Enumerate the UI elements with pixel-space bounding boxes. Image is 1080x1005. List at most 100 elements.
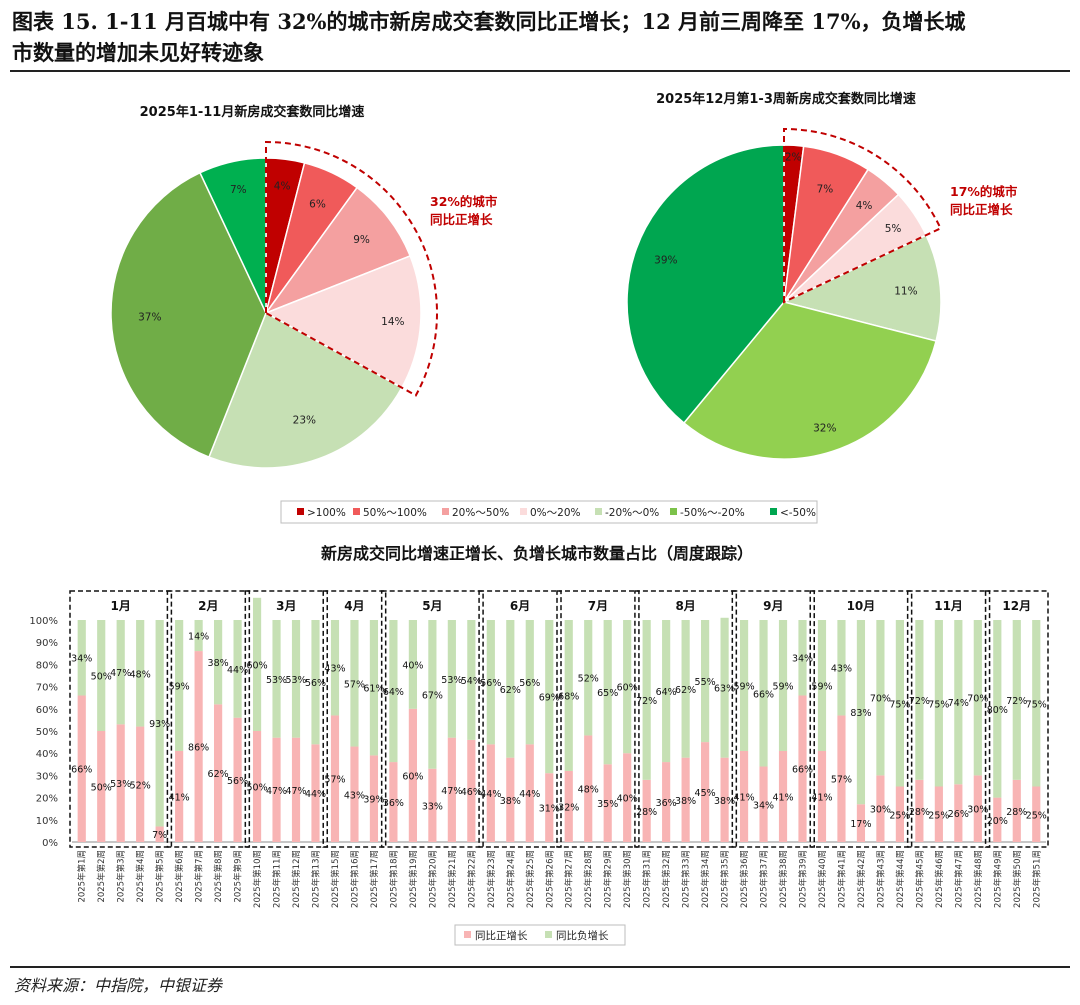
bar-negative [214,620,223,705]
bar-negative-label: 52% [578,674,599,685]
bar-positive [759,766,768,842]
bar-positive [701,742,710,842]
bar-positive [837,715,846,842]
bar-positive-label: 48% [578,785,599,796]
bar-positive [330,715,340,842]
bar-negative [486,620,495,745]
bar-negative [934,620,943,787]
bar-negative [1032,620,1041,787]
annotation-text: 同比正增长 [430,212,493,227]
legend-label: 同比正增长 [475,929,528,942]
bar-negative-label: 83% [850,708,871,719]
positive-growth-outline [783,127,942,304]
bar-negative [662,620,671,763]
month-frame [380,590,484,848]
bar-positive-label: 25% [928,810,949,821]
x-tick-label: 2025年第11周 [272,850,283,908]
annotation-text: 同比正增长 [950,202,1013,217]
x-tick-label: 2025年第42周 [856,850,867,908]
bar-negative [311,620,320,745]
x-tick-label: 2025年第25周 [525,850,536,908]
bar-negative-label: 54% [461,676,482,687]
pie-slice-label: 14% [381,316,404,328]
bar-negative-label: 68% [558,691,579,702]
bar-negative [778,620,788,751]
bar-positive [350,746,359,842]
month-group: 8月 [634,590,738,848]
x-tick-label: 2025年第33周 [681,850,692,908]
x-tick-label: 2025年第19周 [408,850,419,908]
x-tick-label: 2025年第12周 [291,850,302,908]
legend-swatch [545,931,552,938]
x-tick-label: 2025年第7周 [194,850,205,903]
figure-title: 图表 15. 1-11 月百城中有 32%的城市新房成交套数同比正增长；12 月… [12,6,1068,68]
bar-negative-label: 75% [889,699,910,710]
month-frame [166,590,251,848]
bar-negative [759,620,768,767]
annotation-text: 32%的城市 [430,194,498,209]
legend-label: 50%～100% [363,507,427,519]
pie-slice-label: 5% [885,223,902,235]
bar-positive [817,750,827,842]
bar-positive-label: 60% [402,771,423,782]
x-tick-label: 2025年第48周 [973,850,984,908]
bar-positive-label: 32% [558,802,579,813]
bar-negative-label: 65% [597,688,618,699]
month-group: 6月 [478,590,562,848]
bar-negative-label: 14% [188,632,209,643]
month-frame [69,590,173,848]
bar-positive-label: 26% [948,809,969,820]
pie-slice [626,144,785,425]
bar-positive [895,786,904,842]
bar-positive [993,797,1002,842]
figure-title-line-1: 图表 15. 1-11 月百城中有 32%的城市新房成交套数同比正增长；12 月… [12,9,966,34]
bar-positive-label: 56% [227,776,248,787]
legend-label: 20%～50% [452,507,509,519]
month-group: 1月 [69,590,173,848]
month-group: 3月 [244,590,328,848]
bar-negative [701,620,710,743]
x-tick-label: 2025年第38周 [778,850,789,908]
pie-slice-label: 32% [813,422,836,434]
bar-positive [155,826,164,842]
month-group: 9月 [731,590,815,848]
bar-negative [77,620,86,696]
bar-positive-label: 20% [987,816,1008,827]
month-group: 10月 [809,590,913,848]
bar-negative-label: 72% [636,696,657,707]
x-tick-label: 2025年第43周 [875,850,886,908]
positive-growth-outline [265,140,439,397]
bar-negative-label: 43% [324,664,345,675]
y-tick-label: 60% [36,705,58,716]
bar-negative [175,620,184,751]
bar-positive [486,744,495,842]
bar-positive-label: 25% [1026,810,1047,821]
bar-positive [77,695,86,842]
bar-positive [369,755,379,842]
bar-negative [525,620,534,745]
bar-positive [194,651,203,842]
y-tick-label: 40% [36,749,58,760]
bar-positive-label: 44% [519,789,540,800]
x-tick-label: 2025年第1周 [77,850,88,903]
bar-positive [116,724,125,842]
x-tick-label: 2025年第46周 [934,850,945,908]
pie-legend-box [280,500,818,524]
bar-negative-label: 66% [753,689,774,700]
bar-negative-label: 40% [402,660,423,671]
bar-positive [136,726,145,842]
pie-slice-label: 2% [785,151,802,163]
bar-negative [291,620,301,738]
month-frame [906,590,991,848]
pie-legend-item: 20%～50% [442,507,509,519]
bar-positive-label: 31% [539,804,560,815]
bar-positive-label: 36% [656,798,677,809]
bar-positive-label: 41% [772,792,793,803]
bar-positive-label: 30% [870,805,891,816]
bar-negative [389,620,398,763]
legend-swatch [297,508,304,515]
bar-positive [973,775,982,842]
pie-title: 2025年1-11月新房成交套数同比增速 [140,104,365,120]
bar-positive-label: 7% [152,830,167,841]
bar-positive [175,750,184,842]
